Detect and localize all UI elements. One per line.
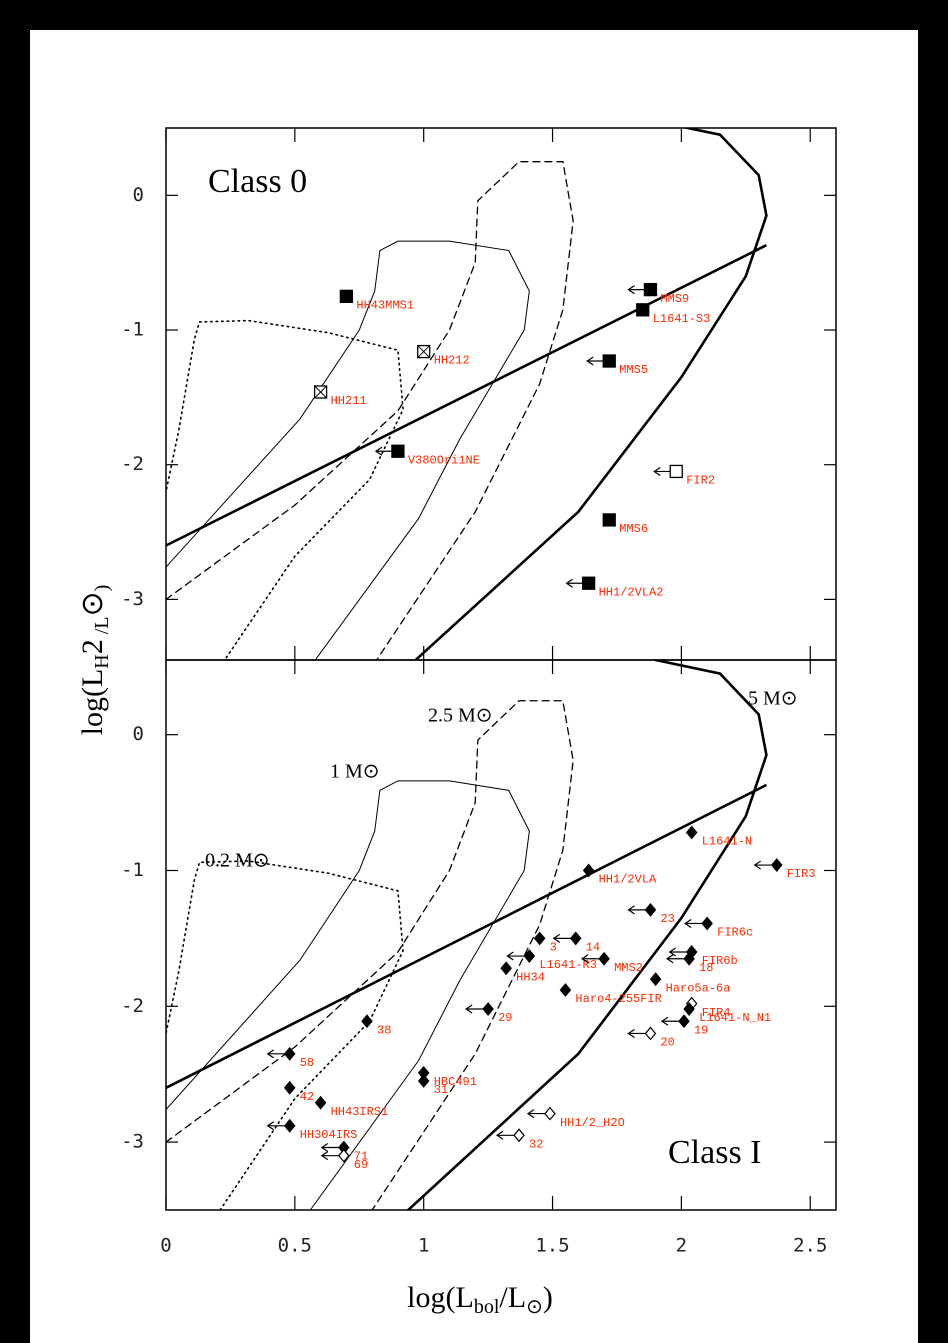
point-label: FIR6c [717, 926, 753, 940]
point [670, 465, 682, 477]
x-tick-label: 0.5 [278, 1235, 312, 1257]
point-label: 69 [354, 1158, 368, 1172]
point-label: 18 [699, 961, 713, 975]
point-label: 42 [300, 1090, 314, 1104]
point-label: FIR2 [686, 474, 715, 488]
point-label: L1641-N_N1 [699, 1011, 771, 1025]
point-label: HH34 [516, 970, 545, 984]
point [583, 577, 595, 589]
point-label: 32 [529, 1137, 543, 1151]
point-label: 58 [300, 1056, 314, 1070]
point [637, 304, 649, 316]
y-tick-label: -2 [121, 995, 144, 1017]
point-label: MMS6 [619, 522, 648, 536]
y-axis-label-part: ⊙ [76, 591, 109, 616]
x-tick-label: 0 [160, 1235, 171, 1257]
point [340, 290, 352, 302]
point-label: 38 [377, 1023, 391, 1037]
panel-title: Class 0 [208, 163, 307, 200]
y-tick-label: -3 [121, 588, 144, 610]
y-axis-label-part: ) [91, 585, 113, 592]
mass-label: 5 M⊙ [748, 688, 798, 710]
y-axis-label-part: log(L [76, 669, 109, 736]
y-tick-label: -2 [121, 453, 144, 475]
y-tick-label: -3 [121, 1131, 144, 1153]
x-tick-label: 1 [418, 1235, 429, 1257]
point-label: HH1/2VLA [599, 873, 657, 887]
x-tick-label: 2 [676, 1235, 687, 1257]
point-label: MMS9 [660, 292, 689, 306]
x-axis-label-part: ) [543, 1281, 553, 1314]
mass-label: 0.2 M⊙ [205, 850, 270, 872]
point-label: HH212 [434, 354, 470, 368]
point-label: 20 [660, 1036, 674, 1050]
point-label: FIR3 [787, 867, 816, 881]
point-label: V380Ori1NE [408, 453, 480, 467]
point-label: Haro5a-6a [666, 981, 731, 995]
y-tick-label: -1 [121, 319, 144, 341]
point-label: 31 [434, 1083, 448, 1097]
point-label: L1641-S3 [653, 312, 711, 326]
point [603, 514, 615, 526]
point-label: HH1/2_H2O [560, 1116, 625, 1130]
point-label: HH43IRS1 [331, 1105, 389, 1119]
x-tick-label: 2.5 [793, 1235, 827, 1257]
point-label: L1641-R3 [539, 958, 597, 972]
point-label: MMS2 [614, 961, 643, 975]
figure: 0 -1 -2 -3 HH43MMS1 MMS9 L1641-S3 HH212 MMS5 HH21… [0, 0, 948, 1343]
x-tick-label: 1.5 [535, 1235, 569, 1257]
figure-background [30, 30, 918, 1343]
y-tick-label: 0 [133, 723, 144, 745]
point-label: HH1/2VLA2 [599, 585, 664, 599]
point [392, 445, 404, 457]
x-axis-label-part: ⊙ [526, 1296, 543, 1318]
point-label: HH211 [331, 394, 367, 408]
y-tick-label: 0 [133, 184, 144, 206]
point-label: 29 [498, 1011, 512, 1025]
point-label: HH304IRS [300, 1128, 358, 1142]
point-label: 3 [550, 941, 557, 955]
point-label: HH43MMS1 [356, 299, 414, 313]
y-axis-label-part: 2 [76, 639, 109, 654]
point [603, 355, 615, 367]
mass-label: 1 M⊙ [330, 761, 380, 783]
point-label: MMS5 [619, 363, 648, 377]
x-axis-label-part: /L [499, 1281, 526, 1314]
point-label: 19 [694, 1023, 708, 1037]
y-tick-label: -1 [121, 859, 144, 881]
panel-title: Class I [668, 1134, 762, 1171]
point-label: Haro4-255FIR [575, 992, 661, 1006]
point-label: 23 [660, 912, 674, 926]
x-axis-label-part: bol [474, 1296, 500, 1318]
point-label: 14 [586, 941, 600, 955]
point-label: L1641-N [702, 835, 752, 849]
y-axis-label-part: H [91, 654, 113, 668]
x-axis-label-part: log(L [407, 1281, 474, 1314]
point [644, 284, 656, 296]
page: {"chart_data": [ {"type": "scatter", "ti… [0, 0, 948, 1343]
mass-label: 2.5 M⊙ [428, 705, 493, 727]
y-axis-label-part: /L [91, 616, 113, 639]
